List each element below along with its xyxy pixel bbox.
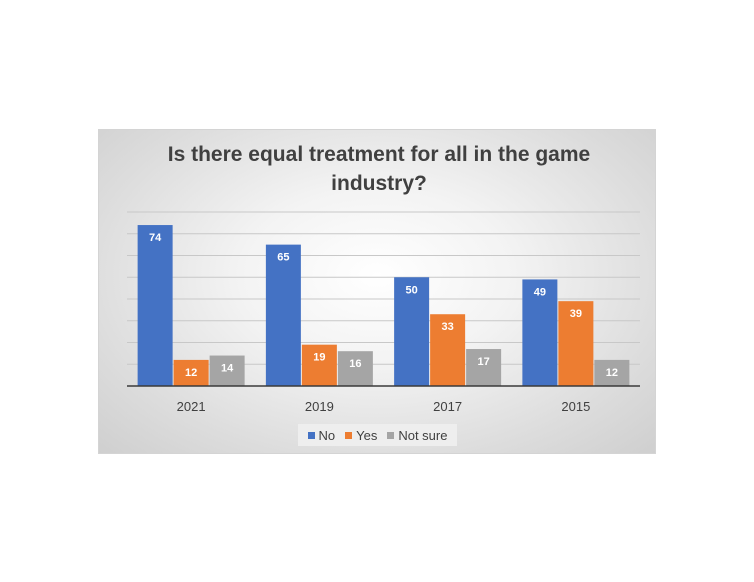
bar-yes-2021 [173, 359, 209, 386]
legend-swatch [307, 431, 315, 439]
data-label: 19 [313, 352, 325, 364]
x-tick-label: 2015 [561, 399, 590, 414]
x-tick-label: 2017 [433, 399, 462, 414]
legend-swatch [387, 431, 395, 439]
data-label: 16 [349, 358, 361, 370]
data-label: 17 [478, 356, 490, 368]
bar-no-2015 [522, 279, 558, 386]
data-label: 12 [606, 367, 618, 379]
legend-label: Yes [356, 427, 378, 443]
bar-not-sure-2021 [209, 355, 245, 386]
data-label: 65 [277, 252, 289, 264]
data-label: 33 [442, 321, 454, 333]
bar-yes-2019 [301, 344, 337, 386]
chart-area: Is there equal treatment for all in the … [98, 129, 656, 454]
data-label: 39 [570, 308, 582, 320]
legend-label: Not sure [398, 427, 448, 443]
bar-not-sure-2017 [466, 349, 502, 386]
legend-label: No [318, 427, 336, 443]
data-label: 14 [221, 363, 234, 375]
bar-yes-2015 [558, 301, 594, 386]
legend-item-yes: Yes [345, 428, 377, 443]
bar-yes-2017 [430, 314, 466, 386]
bar-no-2019 [265, 244, 301, 386]
legend-item-no: No [307, 427, 336, 443]
data-label: 49 [534, 286, 546, 298]
data-label: 74 [149, 232, 162, 244]
plot-area: 74 12 14 2021 65 19 16 2019 50 33 17 2017 49 39 12 2015 [127, 211, 640, 414]
legend: No Yes Not sure [298, 424, 457, 446]
bar-not-sure-2019 [337, 351, 373, 386]
data-label: 12 [185, 367, 197, 379]
legend-swatch [345, 431, 353, 439]
data-label: 50 [406, 284, 418, 296]
bar-no-2021 [137, 225, 173, 386]
bar-no-2017 [394, 277, 430, 386]
x-tick-label: 2019 [305, 399, 334, 414]
legend-item-not-sure: Not sure [387, 428, 447, 443]
chart-title: Is there equal treatment for all in the … [167, 143, 591, 195]
bar-not-sure-2015 [594, 359, 630, 386]
x-tick-label: 2021 [177, 399, 206, 414]
